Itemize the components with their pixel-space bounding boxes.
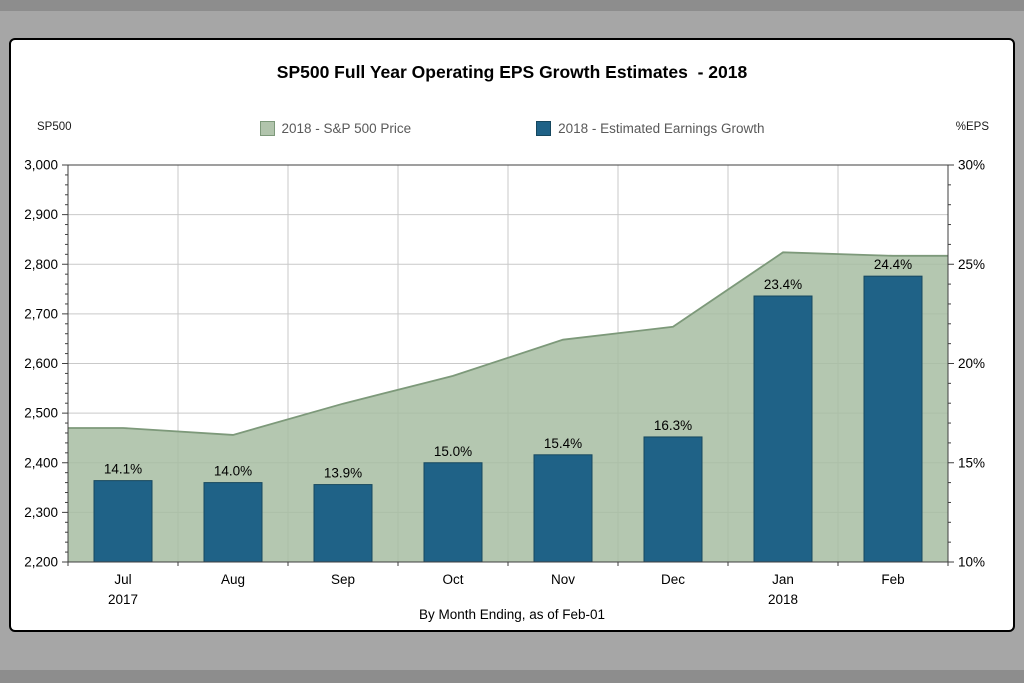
legend-item-price: 2018 - S&P 500 Price [259, 120, 412, 136]
legend-row: SP500 2018 - S&P 500 Price 2018 - Estima… [11, 118, 1013, 138]
svg-text:Dec: Dec [661, 572, 685, 587]
top-strip [0, 0, 1024, 11]
legend: 2018 - S&P 500 Price 2018 - Estimated Ea… [11, 118, 1013, 138]
legend-label-eps: 2018 - Estimated Earnings Growth [558, 120, 765, 136]
svg-text:3,000: 3,000 [24, 158, 58, 173]
svg-text:2,300: 2,300 [24, 505, 58, 520]
svg-text:10%: 10% [958, 555, 985, 570]
bar-series-swatch-icon [536, 120, 552, 136]
svg-text:2,900: 2,900 [24, 207, 58, 222]
svg-text:2017: 2017 [108, 592, 138, 607]
svg-text:Sep: Sep [331, 572, 355, 587]
svg-text:2,700: 2,700 [24, 306, 58, 321]
svg-text:2,800: 2,800 [24, 257, 58, 272]
chart-title: SP500 Full Year Operating EPS Growth Est… [276, 62, 748, 82]
svg-text:25%: 25% [958, 257, 985, 272]
svg-text:Nov: Nov [551, 572, 575, 587]
svg-text:2,400: 2,400 [24, 455, 58, 470]
svg-text:2018: 2018 [768, 592, 798, 607]
svg-text:13.9%: 13.9% [324, 466, 362, 481]
svg-text:2,600: 2,600 [24, 356, 58, 371]
svg-text:16.3%: 16.3% [654, 418, 692, 433]
svg-text:Oct: Oct [442, 572, 463, 587]
svg-text:15.4%: 15.4% [544, 436, 582, 451]
svg-text:15%: 15% [958, 455, 985, 470]
svg-text:Aug: Aug [221, 572, 245, 587]
x-axis-caption: By Month Ending, as of Feb-01 [418, 607, 606, 622]
svg-text:15.0%: 15.0% [434, 444, 472, 459]
svg-text:30%: 30% [958, 158, 985, 173]
svg-text:Feb: Feb [881, 572, 904, 587]
svg-text:2,200: 2,200 [24, 555, 58, 570]
chart-plot: 2,200 2,300 2,400 2,500 2,600 2,700 2,800 2,900… [24, 158, 985, 608]
svg-text:2,500: 2,500 [24, 406, 58, 421]
svg-text:Jul: Jul [114, 572, 131, 587]
svg-text:20%: 20% [958, 356, 985, 371]
svg-text:14.0%: 14.0% [214, 464, 252, 479]
bottom-strip [0, 670, 1024, 683]
left-axis-caption: SP500 [37, 121, 72, 133]
svg-text:Jan: Jan [772, 572, 794, 587]
area-series-swatch-icon [259, 120, 275, 136]
chart-panel: SP500 Full Year Operating EPS Growth Est… [9, 38, 1015, 632]
svg-text:24.4%: 24.4% [874, 257, 912, 272]
legend-label-price: 2018 - S&P 500 Price [281, 120, 412, 136]
legend-item-eps: 2018 - Estimated Earnings Growth [536, 120, 765, 136]
right-axis-caption: %EPS [955, 121, 989, 133]
svg-text:23.4%: 23.4% [764, 277, 802, 292]
svg-text:14.1%: 14.1% [104, 462, 142, 477]
